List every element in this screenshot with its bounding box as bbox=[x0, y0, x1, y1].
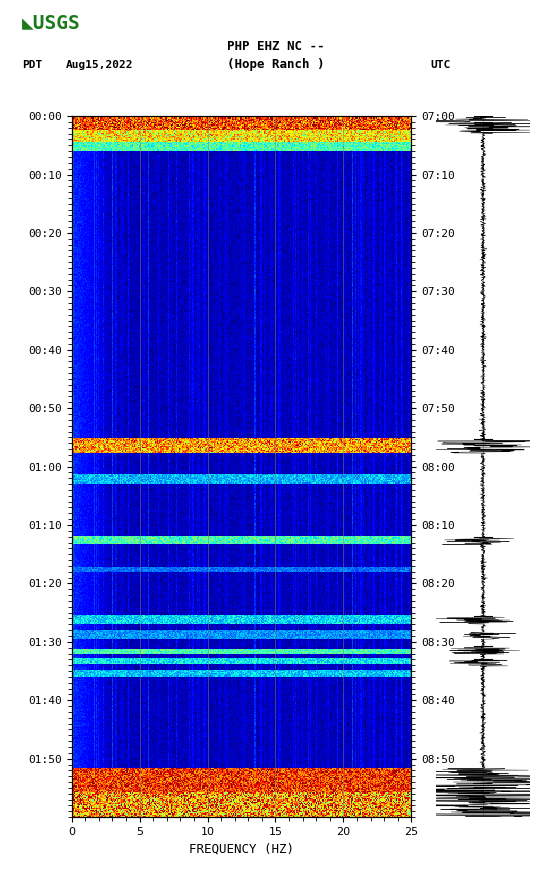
Text: (Hope Ranch ): (Hope Ranch ) bbox=[227, 58, 325, 71]
Text: ◣USGS: ◣USGS bbox=[22, 13, 81, 32]
Text: PDT: PDT bbox=[22, 60, 43, 70]
Text: UTC: UTC bbox=[431, 60, 451, 70]
X-axis label: FREQUENCY (HZ): FREQUENCY (HZ) bbox=[189, 842, 294, 855]
Text: PHP EHZ NC --: PHP EHZ NC -- bbox=[227, 40, 325, 53]
Text: Aug15,2022: Aug15,2022 bbox=[66, 60, 134, 70]
